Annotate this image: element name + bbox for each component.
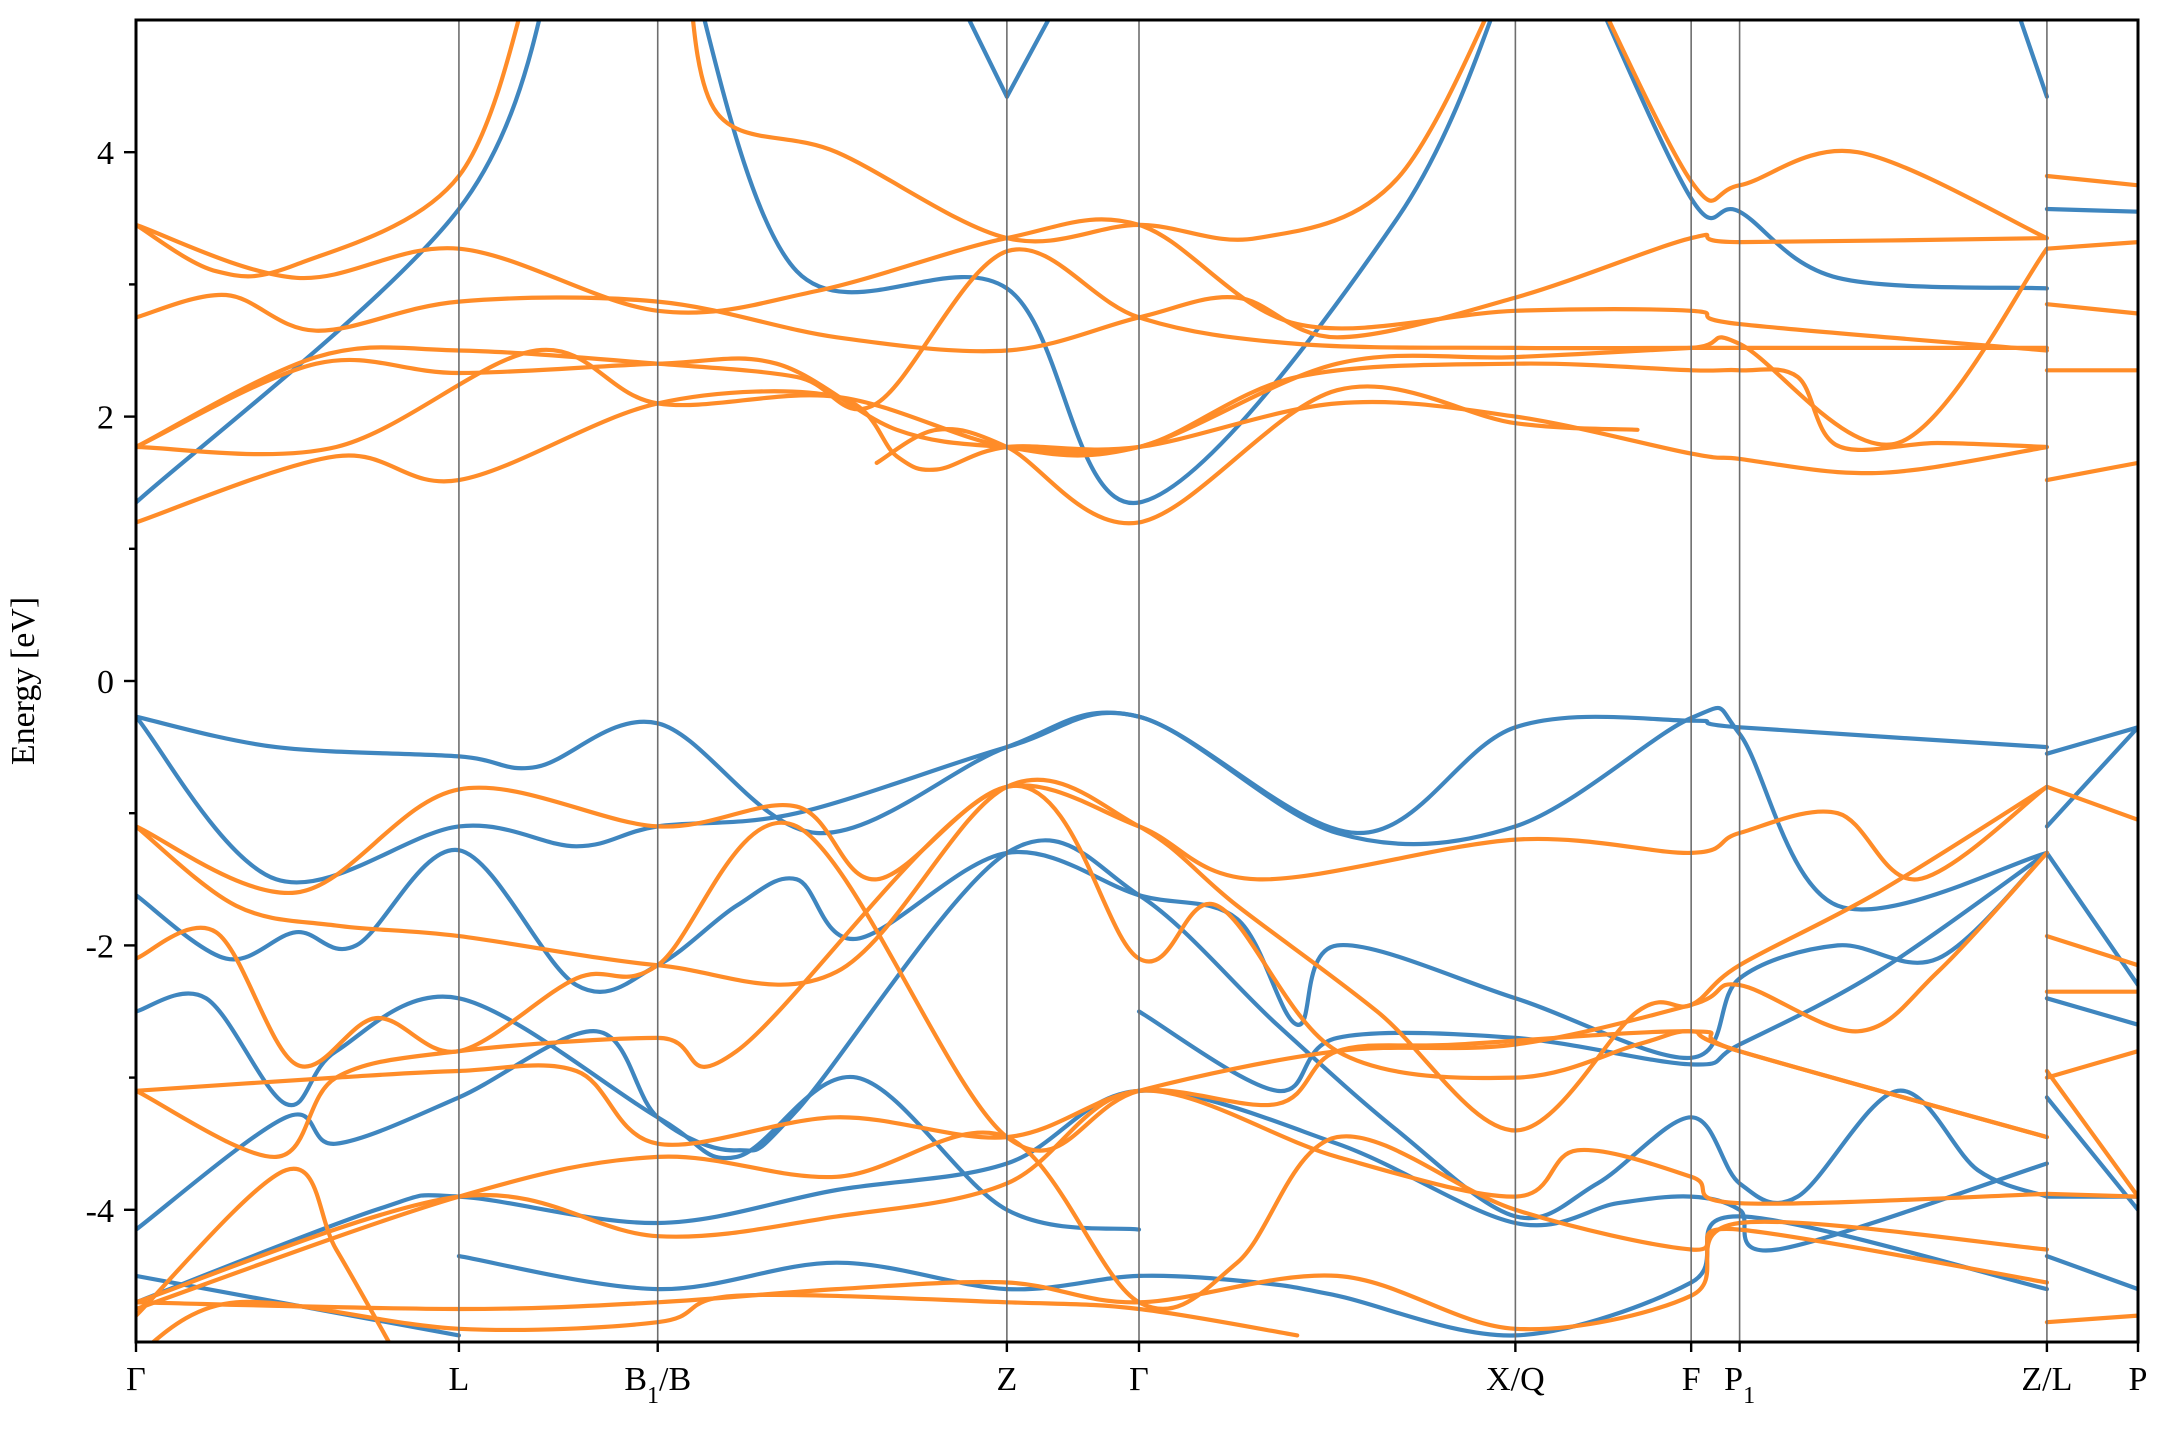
band-line	[136, 1088, 2049, 1305]
band-line	[2044, 1254, 2138, 1292]
band-line	[2044, 173, 2138, 188]
band-line	[136, 991, 1142, 1232]
band-line	[2044, 302, 2138, 316]
band-line	[150, 1292, 1300, 1342]
kpoint-label: Γ	[1129, 1361, 1149, 1398]
plot-frame	[134, 18, 2140, 1344]
band-line	[1004, 20, 1051, 99]
y-axis-ticks: 4 2 0 -2 -4	[86, 135, 136, 1230]
band-line	[2044, 725, 2138, 829]
band-line	[2044, 1095, 2138, 1212]
band-line	[1606, 20, 2049, 241]
kpoint-label: Γ	[126, 1361, 146, 1398]
band-line	[136, 1130, 2049, 1312]
kpoint-label: F	[1682, 1361, 1701, 1398]
y-axis-title: Energy [eV]	[5, 597, 42, 765]
y-tick-label: 4	[97, 135, 114, 172]
band-line	[2044, 240, 2138, 251]
band-line	[2044, 725, 2138, 756]
kpoint-label: L	[449, 1361, 470, 1398]
band-line	[2044, 996, 2138, 1027]
band-line	[702, 20, 1493, 505]
band-line	[136, 820, 2049, 1153]
band-line	[2044, 850, 2138, 988]
band-line	[1136, 850, 2049, 1093]
band-line	[136, 1166, 392, 1342]
band-line	[2044, 1049, 2138, 1080]
x-axis-ticks: Γ L B1/B Z Γ X/Q F P1 Z/L P	[126, 1342, 2147, 1409]
y-tick-label: -2	[86, 928, 114, 965]
band-line	[2018, 20, 2049, 99]
band-line	[2044, 460, 2138, 483]
y-tick-label: -4	[86, 1193, 114, 1230]
kpoint-lines	[458, 20, 2048, 1342]
band-line	[136, 783, 2049, 895]
band-line	[136, 783, 2049, 1160]
band-line	[136, 705, 2049, 912]
kpoint-label: B1/B	[624, 1361, 691, 1409]
band-line	[2044, 784, 2138, 822]
band-lines	[136, 20, 2138, 1342]
y-tick-label: 0	[97, 664, 114, 701]
band-line	[136, 232, 2049, 354]
band-line	[2044, 1191, 2138, 1199]
band-line	[690, 20, 1488, 244]
band-line	[136, 1029, 2049, 1147]
band-line	[136, 1219, 2049, 1332]
band-line	[2044, 1068, 2138, 1199]
band-line	[136, 848, 2049, 1060]
kpoint-label: P1	[1724, 1361, 1755, 1409]
kpoint-label: X/Q	[1486, 1361, 1545, 1398]
band-line	[2044, 1313, 2138, 1325]
kpoint-label: P	[2129, 1361, 2148, 1398]
band-line	[136, 217, 2049, 353]
band-line	[136, 777, 2049, 1133]
band-line	[136, 20, 542, 505]
band-line	[136, 246, 2049, 458]
band-line	[1604, 20, 2049, 291]
band-line	[456, 1214, 2049, 1338]
y-tick-label: 2	[97, 400, 114, 437]
kpoint-label: Z	[996, 1361, 1017, 1398]
band-line	[2044, 934, 2138, 968]
band-line	[136, 710, 2049, 836]
band-line	[966, 20, 1009, 99]
band-line	[136, 20, 521, 279]
kpoint-label: Z/L	[2021, 1361, 2072, 1398]
band-line	[136, 389, 2049, 525]
band-line	[136, 247, 2049, 450]
band-line	[2044, 206, 2138, 214]
